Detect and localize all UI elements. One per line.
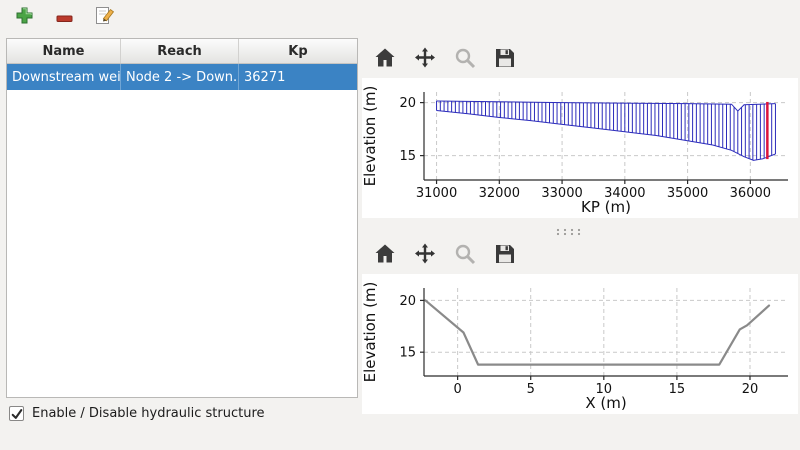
pan-button[interactable] [412, 45, 438, 71]
svg-text:35000: 35000 [667, 186, 708, 201]
enable-structure-label: Enable / Disable hydraulic structure [32, 406, 265, 421]
svg-text:20: 20 [399, 294, 416, 309]
svg-text:5: 5 [527, 382, 535, 397]
home-button[interactable] [372, 241, 398, 267]
svg-text:15: 15 [399, 346, 416, 361]
zoom-magnifier-icon [455, 244, 476, 265]
svg-text:15: 15 [399, 149, 416, 164]
pan-button[interactable] [412, 241, 438, 267]
save-button[interactable] [492, 241, 518, 267]
home-icon [375, 48, 395, 67]
splitter-dots-icon [556, 228, 581, 236]
table-row[interactable]: Downstream weir Node 2 -> Down... 36271 [7, 64, 357, 90]
svg-text:KP (m): KP (m) [581, 198, 631, 216]
svg-text:32000: 32000 [479, 186, 520, 201]
pan-move-icon [415, 243, 435, 264]
svg-text:33000: 33000 [541, 186, 582, 201]
enable-structure-row: Enable / Disable hydraulic structure [9, 406, 265, 421]
add-structure-button[interactable] [12, 5, 36, 29]
kp-plot-toolbar [372, 44, 518, 72]
svg-text:Elevation (m): Elevation (m) [362, 86, 379, 187]
home-button[interactable] [372, 45, 398, 71]
edit-structure-button[interactable] [92, 5, 116, 29]
svg-text:Elevation (m): Elevation (m) [362, 282, 379, 383]
column-header-kp[interactable]: Kp [288, 43, 308, 59]
home-icon [375, 244, 395, 263]
svg-text:X (m): X (m) [585, 394, 626, 412]
minus-icon [56, 8, 73, 27]
save-floppy-icon [496, 49, 514, 67]
save-button[interactable] [492, 45, 518, 71]
svg-text:20: 20 [742, 382, 759, 397]
splitter-handle[interactable] [553, 226, 585, 238]
svg-text:15: 15 [669, 382, 686, 397]
remove-structure-button[interactable] [52, 5, 76, 29]
edit-pencil-icon [94, 5, 115, 30]
cell-structure-name: Downstream weir [7, 64, 121, 90]
column-header-name[interactable]: Name [7, 39, 121, 63]
column-header-reach[interactable]: Reach [121, 39, 239, 63]
cell-structure-kp: 36271 [244, 69, 286, 85]
table-header-row: Name Reach Kp [7, 39, 357, 64]
check-icon [11, 408, 22, 419]
zoom-button[interactable] [452, 45, 478, 71]
svg-text:10: 10 [596, 382, 613, 397]
hydraulic-structure-checkbox[interactable] [9, 406, 24, 421]
zoom-magnifier-icon [455, 48, 476, 69]
svg-text:34000: 34000 [604, 186, 645, 201]
cross-section-chart[interactable]: 0 5 10 15 20 15 20 X (m) Elevation (m) [362, 274, 798, 414]
plus-icon [15, 6, 34, 29]
pan-move-icon [415, 47, 435, 68]
kp-profile-chart[interactable]: 31000 32000 33000 34000 35000 36000 15 20 KP (m)… [362, 78, 798, 218]
structures-table: Name Reach Kp Downstream weir Node 2 -> … [6, 38, 358, 398]
svg-text:31000: 31000 [416, 186, 457, 201]
svg-text:0: 0 [453, 382, 461, 397]
svg-text:20: 20 [399, 96, 416, 111]
save-floppy-icon [496, 245, 514, 263]
app-toolbar [0, 0, 800, 34]
cross-section-plot-toolbar [372, 240, 518, 268]
svg-text:36000: 36000 [730, 186, 771, 201]
zoom-button[interactable] [452, 241, 478, 267]
cell-structure-reach: Node 2 -> Down... [121, 64, 239, 90]
